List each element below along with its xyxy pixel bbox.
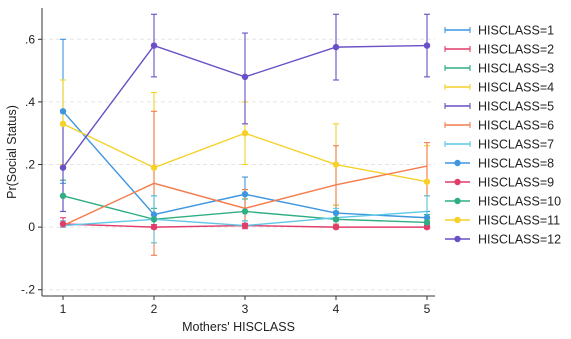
axes xyxy=(38,8,435,300)
series-hisclass-12 xyxy=(59,42,431,171)
legend-item: HISCLASS=10 xyxy=(445,195,561,209)
data-point xyxy=(423,214,431,221)
x-tick-label: 1 xyxy=(60,302,67,316)
legend-marker xyxy=(454,235,461,243)
data-point xyxy=(150,211,158,218)
data-point xyxy=(423,42,431,49)
legend-item: HISCLASS=11 xyxy=(445,214,560,228)
series-hisclass-8 xyxy=(59,108,431,221)
legend-marker xyxy=(454,216,461,224)
data-point xyxy=(150,216,158,223)
data-point xyxy=(59,220,67,228)
y-tick-label: -.2 xyxy=(21,283,35,297)
y-tick-label: .6 xyxy=(25,32,35,46)
legend-item: HISCLASS=5 xyxy=(444,100,554,114)
legend-item: HISCLASS=9 xyxy=(445,176,554,190)
legend-label: HISCLASS=3 xyxy=(478,62,554,76)
data-point xyxy=(241,73,249,81)
y-tick-label: .2 xyxy=(25,158,35,172)
legend-label: HISCLASS=4 xyxy=(478,81,554,95)
data-point xyxy=(241,130,249,137)
data-point xyxy=(241,191,249,198)
legend-label: HISCLASS=7 xyxy=(478,138,554,152)
data-point xyxy=(241,222,249,229)
legend-item: HISCLASS=1 xyxy=(444,24,554,38)
legend-marker xyxy=(454,159,461,167)
legend-label: HISCLASS=6 xyxy=(478,119,554,133)
data-point xyxy=(332,216,340,223)
tick-labels: -.2 0 .2 .4 .6 1 2 3 4 5 xyxy=(21,32,431,316)
y-tick-label: .4 xyxy=(25,95,35,109)
legend-label: HISCLASS=9 xyxy=(478,176,554,190)
x-tick-label: 3 xyxy=(242,302,249,316)
data-point xyxy=(423,223,431,231)
legend-label: HISCLASS=1 xyxy=(478,24,554,38)
data-point xyxy=(332,209,340,217)
legend-label: HISCLASS=12 xyxy=(478,233,561,247)
data-point xyxy=(59,108,67,115)
x-tick-label: 4 xyxy=(333,302,340,316)
legend-item: HISCLASS=2 xyxy=(444,43,554,57)
series-hisclass-10 xyxy=(59,192,431,226)
grid-lines xyxy=(42,38,435,291)
data-point xyxy=(332,223,340,231)
series-layer xyxy=(59,13,431,256)
legend-item: HISCLASS=3 xyxy=(444,62,554,76)
legend-label: HISCLASS=11 xyxy=(478,214,560,228)
data-point xyxy=(150,164,158,171)
x-tick-label: 5 xyxy=(424,302,431,316)
data-point xyxy=(59,192,67,200)
x-tick-label: 2 xyxy=(151,302,158,316)
legend-item: HISCLASS=12 xyxy=(445,233,561,247)
legend-label: HISCLASS=5 xyxy=(478,100,554,114)
legend-item: HISCLASS=8 xyxy=(445,157,554,171)
legend-label: HISCLASS=2 xyxy=(478,43,554,57)
data-point xyxy=(332,161,340,168)
x-axis-title: Mothers' HISCLASS xyxy=(182,320,295,334)
legend-label: HISCLASS=10 xyxy=(478,195,561,209)
data-point xyxy=(241,208,249,215)
series-hisclass-9 xyxy=(59,220,431,231)
data-point xyxy=(59,164,67,171)
data-point xyxy=(423,178,431,185)
legend: HISCLASS=1 HISCLASS=2 HISCLASS=3 HISCLASS=4… xyxy=(444,24,561,247)
legend-marker xyxy=(454,178,461,186)
legend-item: HISCLASS=6 xyxy=(444,119,554,133)
data-point xyxy=(150,223,158,231)
legend-label: HISCLASS=8 xyxy=(478,157,554,171)
y-axis-title: Pr(Social Status) xyxy=(5,105,19,199)
y-tick-label: 0 xyxy=(28,220,35,234)
legend-item: HISCLASS=7 xyxy=(444,138,554,152)
legend-item: HISCLASS=4 xyxy=(444,81,554,95)
data-point xyxy=(332,43,340,51)
legend-marker xyxy=(454,197,461,205)
data-point xyxy=(150,42,158,49)
data-point xyxy=(423,219,431,226)
series-hisclass-11 xyxy=(59,120,431,185)
data-point xyxy=(59,120,67,128)
